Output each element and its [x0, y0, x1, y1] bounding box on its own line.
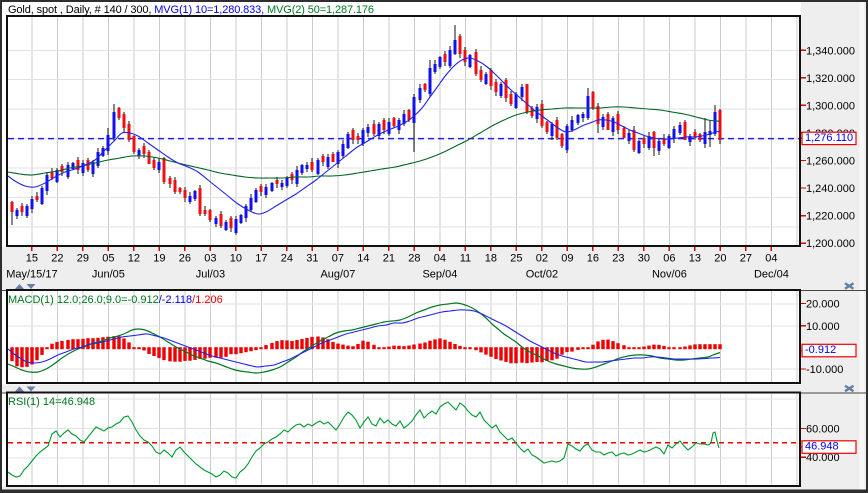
svg-text:17: 17	[255, 253, 267, 265]
svg-text:20.000: 20.000	[806, 299, 840, 311]
svg-text:13: 13	[689, 253, 701, 265]
svg-text:09: 09	[561, 253, 573, 265]
svg-text:20: 20	[714, 253, 726, 265]
svg-text:14: 14	[357, 253, 369, 265]
svg-text:30: 30	[638, 253, 650, 265]
svg-text:19: 19	[153, 253, 165, 265]
svg-text:26: 26	[179, 253, 191, 265]
svg-text:May/15/17: May/15/17	[6, 269, 57, 281]
svg-text:03: 03	[204, 253, 216, 265]
svg-text:Jun/05: Jun/05	[92, 269, 125, 281]
svg-text:MACD(1) 12.0;26.0;9.0=-0.912/-: MACD(1) 12.0;26.0;9.0=-0.912/-2.118/1.20…	[8, 294, 223, 306]
svg-text:46.948: 46.948	[805, 441, 839, 453]
svg-text:29: 29	[77, 253, 89, 265]
svg-text:02: 02	[536, 253, 548, 265]
svg-text:25: 25	[510, 253, 522, 265]
svg-text:1,260.000: 1,260.000	[806, 156, 855, 168]
svg-text:RSI(1) 14=46.948: RSI(1) 14=46.948	[8, 396, 95, 408]
svg-text:Oct/02: Oct/02	[526, 269, 558, 281]
svg-text:1,320.000: 1,320.000	[806, 73, 855, 85]
svg-text:11: 11	[460, 253, 471, 265]
svg-text:28: 28	[408, 253, 420, 265]
svg-text:Dec/04: Dec/04	[754, 269, 789, 281]
svg-text:21: 21	[383, 253, 395, 265]
svg-text:22: 22	[51, 253, 63, 265]
svg-text:1,300.000: 1,300.000	[806, 100, 855, 112]
svg-text:06: 06	[663, 253, 675, 265]
svg-text:31: 31	[306, 253, 318, 265]
svg-text:1,240.000: 1,240.000	[806, 183, 855, 195]
svg-text:Jul/03: Jul/03	[196, 269, 225, 281]
svg-text:1,276.110: 1,276.110	[805, 132, 853, 144]
svg-text:-0.912: -0.912	[805, 344, 836, 356]
svg-text:1,220.000: 1,220.000	[806, 211, 855, 223]
svg-text:40.000: 40.000	[806, 452, 840, 464]
svg-text:07: 07	[332, 253, 344, 265]
svg-text:60.000: 60.000	[806, 424, 840, 436]
svg-text:-10.000: -10.000	[806, 364, 843, 376]
svg-text:1,200.000: 1,200.000	[806, 238, 855, 250]
svg-text:10: 10	[230, 253, 242, 265]
svg-text:Gold, spot , Daily, # 140 / 30: Gold, spot , Daily, # 140 / 300, MVG(1) …	[8, 4, 374, 16]
svg-text:18: 18	[485, 253, 497, 265]
svg-text:04: 04	[765, 253, 777, 265]
svg-text:Sep/04: Sep/04	[422, 269, 457, 281]
svg-text:24: 24	[281, 253, 293, 265]
svg-text:12: 12	[128, 253, 140, 265]
svg-text:Aug/07: Aug/07	[320, 269, 355, 281]
svg-text:05: 05	[102, 253, 114, 265]
svg-text:1,340.000: 1,340.000	[806, 45, 855, 57]
svg-text:04: 04	[434, 253, 446, 265]
svg-text:27: 27	[740, 253, 752, 265]
svg-text:16: 16	[587, 253, 599, 265]
svg-text:15: 15	[26, 253, 38, 265]
svg-text:23: 23	[612, 253, 624, 265]
svg-text:Nov/06: Nov/06	[652, 269, 687, 281]
svg-text:10.000: 10.000	[806, 321, 840, 333]
